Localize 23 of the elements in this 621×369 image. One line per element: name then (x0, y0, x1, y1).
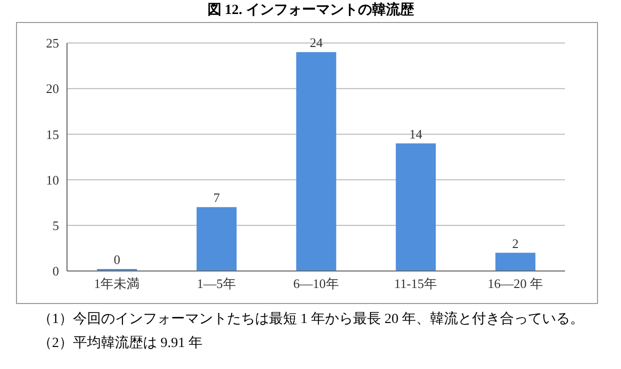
y-tick-label: 20 (46, 81, 59, 96)
x-tick-label: 6—10年 (293, 276, 339, 292)
y-tick-label: 5 (52, 218, 59, 234)
y-tick-label: 0 (52, 264, 59, 279)
text: （2）平均韓流歴は 9.91 年 (38, 334, 204, 352)
text: （1）今回のインフォーマントたちは最短 1 年から最長 20 年、韓流と付き合っている。 (38, 310, 585, 328)
y-tick-label: 10 (46, 172, 59, 188)
data-label: 24 (310, 35, 324, 50)
data-label: 7 (213, 190, 220, 206)
y-tick-label: 25 (46, 36, 59, 51)
bar (396, 143, 436, 271)
y-tick-label: 15 (46, 126, 59, 142)
bar (495, 252, 536, 271)
data-label: 14 (409, 126, 423, 142)
x-tick-label: 11-15年 (394, 276, 438, 292)
data-label: 0 (114, 252, 120, 267)
x-tick-label: 16—20 年 (488, 276, 543, 292)
chart-title: 図 12. インフォーマントの韓流歴 (206, 0, 415, 20)
data-label: 2 (512, 236, 519, 251)
x-tick-label: 1年未満 (94, 276, 140, 292)
bar (196, 207, 237, 271)
bar (296, 52, 336, 271)
x-tick-label: 1—5年 (196, 276, 236, 292)
